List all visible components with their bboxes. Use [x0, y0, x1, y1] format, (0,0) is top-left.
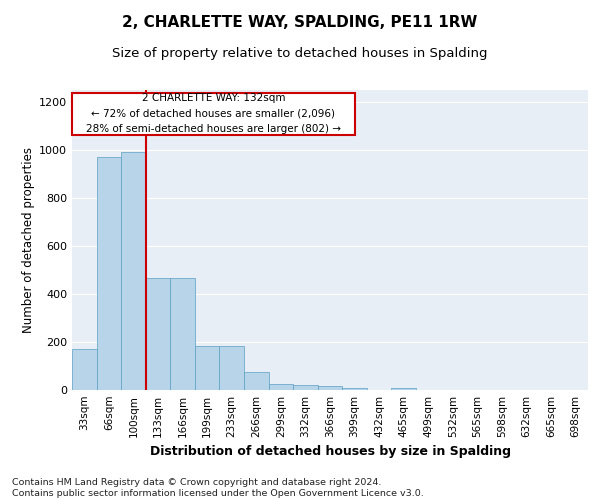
Bar [391, 388, 416, 390]
Bar [195, 346, 220, 390]
Bar [121, 152, 146, 390]
Text: Contains HM Land Registry data © Crown copyright and database right 2024.
Contai: Contains HM Land Registry data © Crown c… [12, 478, 424, 498]
Bar [170, 278, 195, 390]
Bar [269, 384, 293, 390]
Text: 2, CHARLETTE WAY, SPALDING, PE11 1RW: 2, CHARLETTE WAY, SPALDING, PE11 1RW [122, 15, 478, 30]
Text: Size of property relative to detached houses in Spalding: Size of property relative to detached ho… [112, 48, 488, 60]
Bar [318, 386, 342, 390]
X-axis label: Distribution of detached houses by size in Spalding: Distribution of detached houses by size … [149, 446, 511, 458]
Bar [220, 346, 244, 390]
Bar [72, 349, 97, 390]
Text: 2 CHARLETTE WAY: 132sqm
← 72% of detached houses are smaller (2,096)
28% of semi: 2 CHARLETTE WAY: 132sqm ← 72% of detache… [86, 94, 341, 134]
Y-axis label: Number of detached properties: Number of detached properties [22, 147, 35, 333]
Bar [146, 278, 170, 390]
Bar [342, 388, 367, 390]
FancyBboxPatch shape [72, 93, 355, 135]
Bar [244, 372, 269, 390]
Bar [293, 385, 318, 390]
Bar [97, 157, 121, 390]
